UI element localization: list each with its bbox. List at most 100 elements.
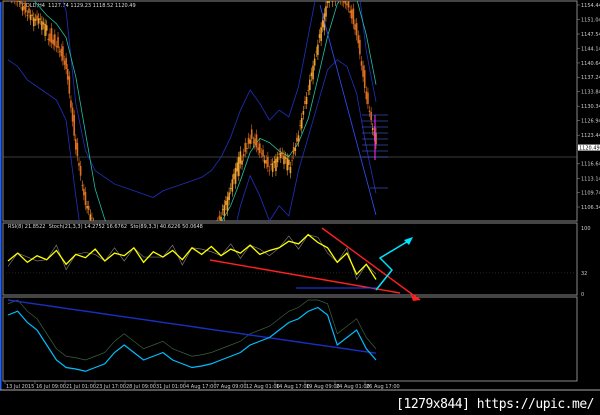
candle-body	[156, 268, 158, 273]
candle-body	[91, 217, 93, 219]
candle-body	[87, 205, 90, 211]
candle-body	[310, 72, 313, 77]
price-tick-label: 1154.44	[581, 3, 600, 9]
candle-body	[39, 18, 42, 20]
candle-body	[161, 264, 163, 265]
rsi-tick-label: 100	[581, 226, 591, 232]
time-tick-label: 21 Jul 01:00	[66, 384, 96, 390]
candle-body	[125, 248, 127, 252]
price-tick-label: 1144.14	[581, 46, 600, 52]
slow-stoch-line	[7, 299, 377, 354]
projection-arrow	[375, 239, 411, 291]
price-tick-label: 1109.74	[581, 191, 600, 197]
candle-body	[231, 179, 234, 192]
candle-body	[225, 200, 227, 206]
stoch-panel	[7, 299, 377, 372]
candle-body	[131, 255, 133, 258]
candle-body	[130, 254, 132, 263]
candle-body	[257, 147, 259, 151]
time-tick-label: 31 Jul 01:00	[156, 384, 186, 390]
candle-body	[180, 248, 182, 252]
price-tick-label: 1151.04	[581, 17, 600, 23]
candle-body	[196, 238, 198, 251]
candle-body	[292, 147, 295, 155]
candle-body	[347, 1, 350, 8]
time-tick-label: 7 Aug 09:00	[216, 384, 247, 390]
candle-body	[206, 239, 208, 241]
candle-body	[21, 6, 24, 11]
candle-body	[177, 249, 179, 250]
candle-body	[52, 39, 54, 45]
candle-body	[50, 28, 53, 43]
candle-body	[36, 15, 38, 21]
candle-body	[267, 156, 269, 168]
candle-body	[29, 14, 32, 21]
candle-body	[34, 18, 37, 21]
candle-body	[355, 23, 358, 36]
candle-body	[321, 20, 324, 28]
candle-body	[66, 69, 69, 80]
candle-body	[289, 166, 292, 174]
candle-body	[99, 230, 101, 245]
candle-body	[76, 142, 79, 157]
candle-body	[359, 39, 361, 55]
candle-body	[102, 236, 104, 247]
candle-body	[362, 65, 364, 77]
rsi-panel	[3, 233, 577, 281]
candle-body	[258, 143, 261, 153]
candle-body	[89, 214, 92, 221]
candle-body	[16, 1, 19, 2]
candle-body	[212, 231, 214, 237]
candle-body	[74, 138, 77, 150]
candle-body	[120, 253, 122, 254]
candle-body	[86, 205, 88, 209]
candle-body	[262, 149, 264, 157]
rsi-tick-label: 0	[581, 292, 584, 298]
candle-body	[24, 2, 27, 13]
candle-body	[207, 231, 209, 240]
candle-body	[254, 138, 256, 145]
candle-body	[346, 3, 348, 6]
candle-body	[214, 227, 216, 228]
candle-body	[218, 215, 221, 220]
rsi-tick-label: 32	[581, 271, 587, 277]
stoch-band-upper	[7, 299, 377, 361]
candle-body	[315, 51, 318, 53]
candle-body	[33, 17, 35, 27]
candle-body	[344, 1, 347, 4]
candle-body	[238, 156, 240, 176]
candle-body	[299, 124, 301, 126]
candle-body	[342, 1, 345, 3]
price-tick-label: 1113.14	[581, 176, 600, 182]
candle-body	[249, 139, 251, 144]
candle-body	[122, 247, 124, 254]
panel-frames	[0, 0, 600, 391]
candle-body	[45, 25, 48, 31]
candle-body	[305, 96, 308, 104]
candle-body	[65, 58, 67, 70]
time-tick-label: 26 Aug 17:00	[366, 384, 400, 390]
candle-body	[60, 48, 63, 57]
candle-body	[186, 242, 188, 253]
candle-body	[368, 110, 371, 112]
indicator-title: RSI(8) 21.8522 Stoch(21,3,3) 14.2752 16.…	[8, 224, 203, 230]
time-tick-label: 12 Aug 01:00	[246, 384, 280, 390]
time-tick-label: 24 Aug 01:00	[336, 384, 370, 390]
candle-body	[260, 152, 263, 154]
candle-body	[159, 256, 161, 265]
candle-body	[294, 147, 297, 151]
candle-body	[202, 239, 204, 244]
candle-body	[183, 243, 185, 250]
candle-body	[41, 21, 43, 30]
candle-body	[375, 132, 377, 145]
rsi-resistance-trendline	[321, 227, 421, 301]
candle-body	[98, 235, 100, 243]
candle-body	[78, 162, 80, 166]
candle-body	[304, 100, 306, 104]
candle-body	[286, 158, 289, 171]
candle-body	[133, 251, 135, 255]
current-price-box	[578, 144, 600, 151]
candle-body	[328, 1, 330, 3]
candle-body	[63, 60, 66, 65]
